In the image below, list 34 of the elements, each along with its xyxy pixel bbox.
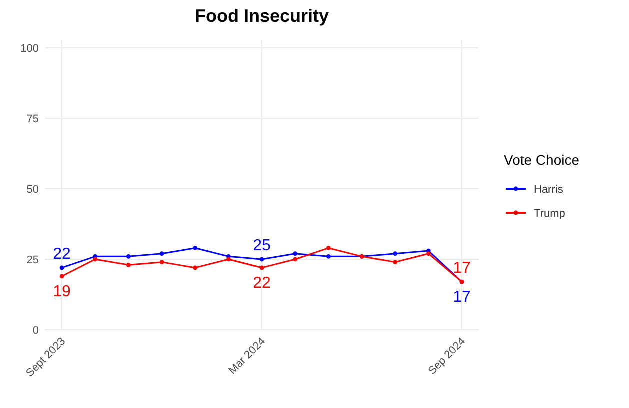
y-tick-label: 0: [32, 325, 39, 337]
point: [293, 252, 298, 256]
point: [60, 266, 64, 270]
data-label: 22: [253, 274, 271, 292]
point: [293, 257, 298, 262]
data-label: 17: [453, 260, 471, 278]
point: [126, 254, 131, 259]
point: [126, 262, 131, 268]
point: [260, 266, 264, 270]
point: [160, 260, 164, 265]
y-tick-label: 75: [26, 114, 39, 126]
data-label: 22: [53, 246, 71, 263]
point: [393, 252, 398, 256]
point: [60, 274, 64, 279]
legend-label: Trump: [534, 208, 566, 220]
point: [160, 252, 164, 256]
point: [93, 257, 98, 262]
y-tick-label: 50: [26, 184, 39, 196]
point: [326, 246, 331, 250]
chart-title: Food Insecurity: [194, 6, 330, 26]
legend-title: Vote Choice: [504, 152, 580, 168]
data-label: 25: [253, 238, 271, 254]
point: [193, 246, 198, 250]
data-label: 19: [53, 283, 71, 300]
point: [393, 260, 398, 265]
legend-label: Harris: [534, 184, 564, 196]
point: [326, 254, 331, 259]
point: [226, 257, 231, 262]
point: [426, 252, 431, 256]
y-tick-label: 25: [26, 254, 39, 266]
y-tick-label: 100: [20, 43, 39, 55]
data-label: 17: [453, 289, 471, 306]
point: [260, 257, 264, 262]
point: [193, 266, 198, 270]
